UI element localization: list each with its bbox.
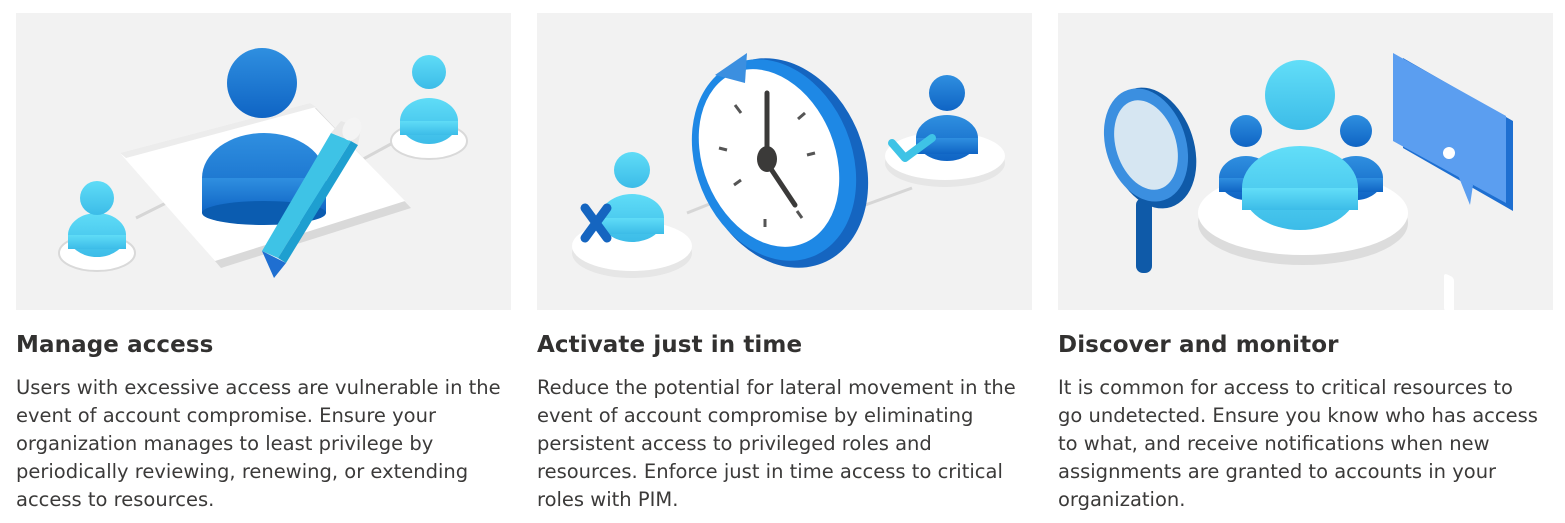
card-title: Discover and monitor bbox=[1058, 332, 1339, 358]
manage-access-svg bbox=[58, 48, 468, 278]
description-line: Reduce the potential for lateral movemen… bbox=[537, 376, 1016, 399]
clock-icon bbox=[691, 53, 869, 268]
magnifier-icon bbox=[1103, 87, 1197, 273]
description-line: persistent access to privileged roles an… bbox=[537, 432, 932, 455]
description-line: to what, and receive notifications when … bbox=[1058, 432, 1490, 455]
description-line: organization. bbox=[1058, 488, 1186, 511]
description-line: It is common for access to critical reso… bbox=[1058, 376, 1513, 399]
user-icon bbox=[390, 55, 468, 160]
description-line: assignments are granted to accounts in y… bbox=[1058, 460, 1497, 483]
user-icon bbox=[885, 75, 1005, 187]
user-icon bbox=[58, 181, 136, 272]
pencil-icon bbox=[262, 117, 362, 278]
activate-just-in-time-svg bbox=[572, 53, 1005, 278]
description-line: roles with PIM. bbox=[537, 488, 679, 511]
card-title: Manage access bbox=[16, 332, 214, 358]
description-line: event of account compromise. Ensure your bbox=[16, 404, 436, 427]
card-description: Users with excessive access are vulnerab… bbox=[16, 374, 501, 514]
card-title: Activate just in time bbox=[537, 332, 803, 358]
x-icon bbox=[580, 203, 612, 243]
description-line: Users with excessive access are vulnerab… bbox=[16, 376, 501, 399]
alert-icon bbox=[1393, 53, 1513, 310]
description-line: access to resources. bbox=[16, 488, 215, 511]
manage-access-illustration bbox=[16, 13, 511, 310]
discover-and-monitor-illustration bbox=[1058, 13, 1553, 310]
discover-and-monitor-svg bbox=[1103, 53, 1513, 310]
card-description: It is common for access to critical reso… bbox=[1058, 374, 1538, 514]
activate-just-in-time-illustration bbox=[537, 13, 1032, 310]
description-line: event of account compromise by eliminati… bbox=[537, 404, 974, 427]
description-line: go undetected. Ensure you know who has a… bbox=[1058, 404, 1538, 427]
checkmark-icon bbox=[888, 134, 936, 162]
description-line: resources. Enforce just in time access t… bbox=[537, 460, 1003, 483]
card-description: Reduce the potential for lateral movemen… bbox=[537, 374, 1017, 514]
user-group-icon bbox=[1219, 60, 1383, 230]
description-line: periodically reviewing, renewing, or ext… bbox=[16, 460, 469, 483]
description-line: organization manages to least privilege … bbox=[16, 432, 434, 455]
